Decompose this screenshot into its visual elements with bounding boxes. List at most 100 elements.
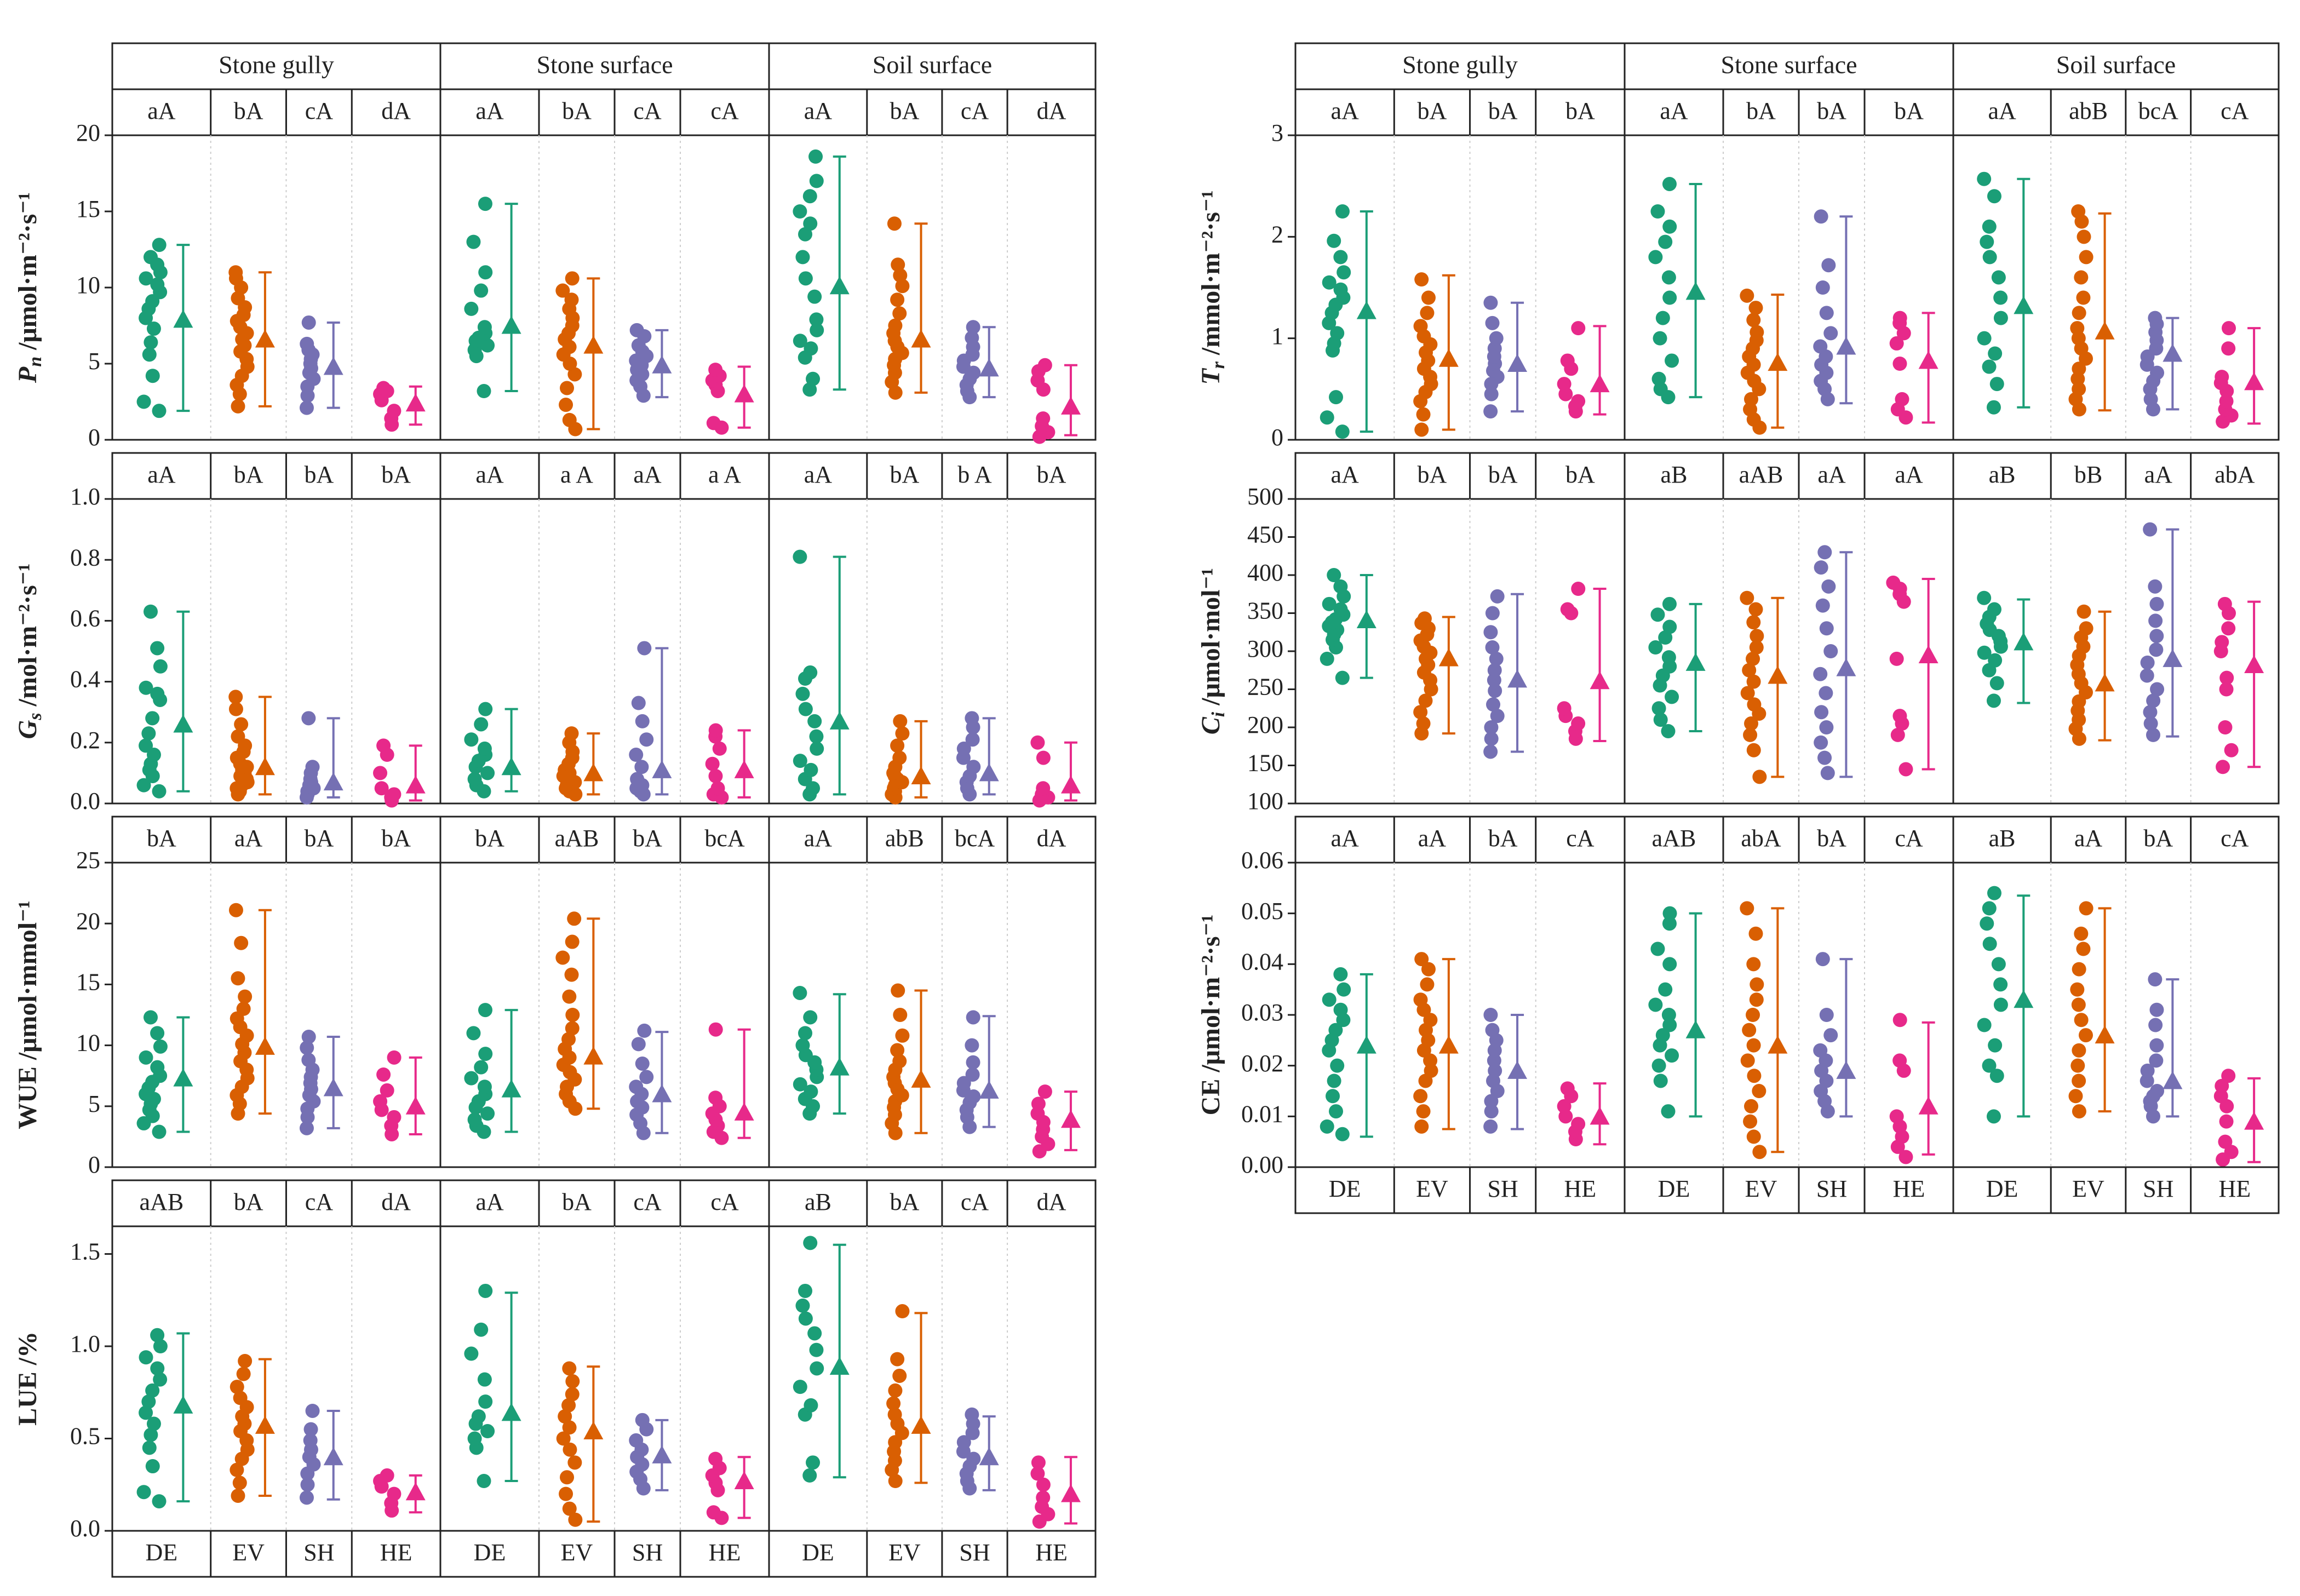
significance-letter: aA <box>1660 97 1688 124</box>
data-point <box>965 1038 979 1053</box>
data-point <box>568 1512 583 1527</box>
y-tick-label: 0.06 <box>1241 847 1283 874</box>
series-SH <box>1483 589 1528 759</box>
data-point <box>1416 1104 1431 1119</box>
data-point <box>1746 1129 1761 1144</box>
data-point <box>1421 290 1436 305</box>
series-SH <box>299 711 343 805</box>
significance-letter: cA <box>710 97 739 124</box>
mean-marker <box>1685 282 1706 300</box>
data-point <box>2079 621 2093 636</box>
y-label-symbol: T <box>1196 368 1225 385</box>
data-point <box>1662 596 1677 611</box>
data-point <box>1031 1455 1046 1470</box>
data-point <box>150 686 165 701</box>
panel-frame <box>111 88 1097 441</box>
data-point <box>1892 357 1907 371</box>
mean-marker <box>979 1447 999 1466</box>
y-axis-label: Gs /mol·m⁻²·s⁻¹ <box>13 564 45 739</box>
series-HE <box>1030 358 1081 444</box>
data-point <box>1571 1117 1586 1132</box>
data-point <box>380 1468 394 1483</box>
data-point <box>2224 743 2239 757</box>
data-point <box>238 989 253 1004</box>
data-point <box>474 283 489 298</box>
data-point <box>629 748 644 762</box>
series-SH <box>629 1413 672 1496</box>
x-tick-label: DE <box>146 1539 178 1566</box>
series-EV <box>885 983 931 1140</box>
data-point <box>1889 1109 1904 1124</box>
data-point <box>152 238 167 252</box>
mean-marker <box>1507 669 1528 688</box>
data-point <box>1889 336 1904 351</box>
series-HE <box>1030 1455 1081 1529</box>
data-point <box>564 292 579 307</box>
data-point <box>708 723 723 738</box>
data-point <box>2072 1073 2086 1088</box>
data-point <box>892 306 907 321</box>
data-point <box>810 323 824 337</box>
series-EV <box>1413 611 1459 741</box>
data-point <box>1993 997 2008 1012</box>
data-point <box>1557 1099 1571 1113</box>
series-EV <box>885 714 931 805</box>
facet-title: Soil surface <box>873 51 992 79</box>
significance-letter: bA <box>234 461 263 488</box>
panel-frame <box>111 816 1097 1168</box>
series-DE <box>1648 176 1706 405</box>
data-point <box>1335 424 1350 439</box>
x-tick-label: EV <box>232 1539 265 1566</box>
data-point <box>136 394 151 409</box>
data-point <box>1987 189 2001 204</box>
series-DE <box>1977 886 2034 1124</box>
series-DE <box>136 1328 193 1509</box>
data-point <box>1993 311 2008 325</box>
series-EV <box>228 690 275 802</box>
data-point <box>2149 629 2164 644</box>
significance-letter: cA <box>2221 97 2249 124</box>
mean-marker <box>405 775 426 794</box>
mean-marker <box>652 355 672 374</box>
y-tick-label: 450 <box>1247 521 1283 548</box>
series-HE <box>1557 1081 1610 1147</box>
mean-marker <box>501 757 521 776</box>
data-point <box>150 1026 165 1041</box>
significance-letter: aA <box>1817 461 1846 488</box>
data-point <box>795 686 810 701</box>
data-point <box>1819 1008 1834 1022</box>
data-point <box>1648 250 1663 265</box>
data-point <box>807 1326 822 1341</box>
data-point <box>1980 234 1994 249</box>
data-point <box>152 784 167 799</box>
data-point <box>143 250 158 265</box>
data-point <box>562 989 577 1004</box>
mean-marker <box>2244 1111 2264 1130</box>
mean-marker <box>652 1084 672 1103</box>
data-point <box>1650 204 1665 219</box>
mean-marker <box>1438 1035 1459 1054</box>
data-point <box>1335 670 1350 685</box>
mean-marker <box>1590 374 1610 393</box>
data-point <box>966 760 981 774</box>
series-EV <box>1740 288 1788 435</box>
series-SH <box>1813 209 1856 406</box>
data-point <box>629 323 644 337</box>
data-point <box>1488 1063 1502 1078</box>
data-point <box>153 1339 168 1354</box>
data-point <box>1327 568 1341 582</box>
y-tick-label: 1 <box>1271 323 1283 349</box>
x-tick-label: HE <box>380 1539 412 1566</box>
y-tick-label: 300 <box>1247 635 1283 662</box>
data-point <box>708 363 723 377</box>
data-point <box>1036 781 1051 796</box>
mean-marker <box>1836 1060 1856 1079</box>
data-point <box>793 1077 807 1092</box>
series-SH <box>2140 972 2183 1124</box>
data-point <box>1413 319 1428 334</box>
significance-letter: cA <box>305 97 334 124</box>
y-axis-label: CE /μmol·m⁻²·s⁻¹ <box>1196 915 1225 1116</box>
mean-marker <box>1918 351 1938 369</box>
data-point <box>1030 1466 1045 1481</box>
significance-letter: aA <box>1418 825 1447 852</box>
